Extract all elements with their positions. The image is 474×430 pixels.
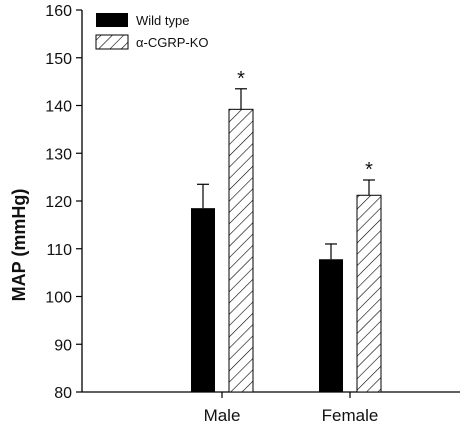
y-tick-label: 100 bbox=[45, 290, 72, 307]
bar-wild-type-female bbox=[319, 259, 343, 392]
y-tick-label: 80 bbox=[54, 385, 72, 402]
y-tick-label: 160 bbox=[45, 3, 72, 20]
y-tick-label: 140 bbox=[45, 99, 72, 116]
significance-star: * bbox=[365, 159, 373, 181]
x-tick-label-female: Female bbox=[322, 406, 379, 425]
legend: Wild type α-CGRP-KO bbox=[95, 13, 209, 50]
legend-label-wild-type: Wild type bbox=[136, 13, 189, 28]
y-tick-label: 130 bbox=[45, 146, 72, 163]
bar-series: ** bbox=[191, 68, 382, 393]
legend-swatch-cgrp-ko bbox=[95, 34, 129, 50]
x-tick-label-male: Male bbox=[204, 406, 241, 425]
legend-swatch-wild-type bbox=[96, 13, 128, 27]
significance-star: * bbox=[237, 68, 245, 90]
legend-label-cgrp-ko: α-CGRP-KO bbox=[136, 35, 209, 50]
bar-cgrp-ko-male bbox=[228, 108, 254, 393]
bar-wild-type-male bbox=[191, 208, 215, 392]
plot-axes: 80 90 100 110 120 130 140 150 160 Male Female bbox=[45, 3, 460, 425]
y-tick-label: 120 bbox=[45, 194, 72, 211]
y-tick-label: 150 bbox=[45, 51, 72, 68]
y-tick-label: 90 bbox=[54, 337, 72, 354]
bar-cgrp-ko-female bbox=[356, 194, 382, 393]
y-tick-label: 110 bbox=[46, 242, 72, 259]
y-axis-label: MAP (mmHg) bbox=[9, 189, 29, 302]
